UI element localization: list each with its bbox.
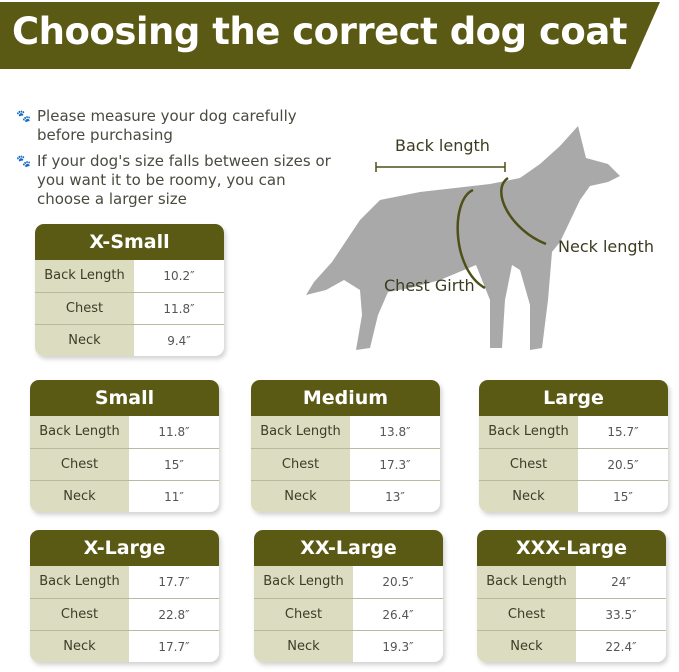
measurement-row: Chest 11.8″ [35,292,224,324]
measurement-row: Chest 26.4″ [254,598,443,630]
measurement-label: Back Length [35,260,134,292]
measurement-value: 13.8″ [379,425,411,439]
measurement-label: Neck [30,480,129,512]
size-name: XX-Large [254,530,443,566]
measurement-row: Neck 19.3″ [254,630,443,662]
measurement-row: Neck 11″ [30,480,219,512]
measurement-row: Neck 22.4″ [477,630,666,662]
measurement-label: Chest [35,292,134,324]
measurement-value: 15″ [578,480,668,512]
measurement-value: 33.5″ [576,598,666,630]
measurement-row: Back Length 11.8″ [30,416,219,448]
measurement-row: Neck 17.7″ [30,630,219,662]
measurement-row: Chest 33.5″ [477,598,666,630]
size-card-x-small: X-Small Back Length 10.2″ Chest 11.8″ Neck 9.4… [35,224,224,356]
measurement-row: Back Length 15.7″ [479,416,668,448]
measurement-row: Chest 22.8″ [30,598,219,630]
measurement-value: 20.5″ [382,575,414,589]
tip-text: Please measure your dog carefully before… [37,107,297,144]
measurement-label: Neck [35,324,134,356]
measurement-row: Back Length 20.5″ [254,566,443,598]
size-card-small: Small Back Length 11.8″ Chest 15″ Neck 11″ [30,380,219,512]
size-name: Medium [251,380,440,416]
chest-girth-arrow [456,188,486,290]
measurement-label: Back Length [251,416,350,448]
size-name: XXX-Large [477,530,666,566]
measurement-value: 15.7″ [607,425,639,439]
measurement-label: Back Length [30,566,129,598]
title-banner: Choosing the correct dog coat [0,2,660,69]
measurement-value: 24″ [611,575,631,589]
chest-girth-label: Chest Girth [384,276,475,295]
measurement-label: Back Length [477,566,576,598]
measurement-row: Back Length 13.8″ [251,416,440,448]
dog-silhouette [306,126,620,350]
measurement-row: Chest 15″ [30,448,219,480]
measurement-label: Chest [30,448,129,480]
size-card-xx-large: XX-Large Back Length 20.5″ Chest 26.4″ Neck 19… [254,530,443,662]
measurement-label: Chest [479,448,578,480]
measurement-label: Neck [477,630,576,662]
measurement-value: 19.3″ [353,630,443,662]
size-name: Small [30,380,219,416]
measurement-value: 15″ [129,448,219,480]
measurement-row: Chest 17.3″ [251,448,440,480]
size-name: Large [479,380,668,416]
measurement-label: Back Length [254,566,353,598]
size-card-xxx-large: XXX-Large Back Length 24″ Chest 33.5″ Neck 22.… [477,530,666,662]
measurement-row: Back Length 17.7″ [30,566,219,598]
measurement-label: Neck [254,630,353,662]
measurement-row: Neck 15″ [479,480,668,512]
measurement-row: Back Length 24″ [477,566,666,598]
measurement-value: 26.4″ [353,598,443,630]
size-name: X-Small [35,224,224,260]
measurement-value: 17.7″ [129,630,219,662]
tip-2: 🐾 If your dog's size falls between sizes… [16,152,336,209]
measurement-row: Neck 9.4″ [35,324,224,356]
size-card-x-large: X-Large Back Length 17.7″ Chest 22.8″ Neck 17.… [30,530,219,662]
measurement-row: Neck 13″ [251,480,440,512]
measurement-row: Chest 20.5″ [479,448,668,480]
measurement-label: Neck [479,480,578,512]
measurement-value: 22.4″ [576,630,666,662]
size-name: X-Large [30,530,219,566]
neck-length-label: Neck length [558,237,654,256]
measurement-label: Neck [251,480,350,512]
dog-silhouette-diagram [306,126,620,350]
size-card-large: Large Back Length 15.7″ Chest 20.5″ Neck 15″ [479,380,668,512]
measurement-value: 22.8″ [129,598,219,630]
tip-1: 🐾 Please measure your dog carefully befo… [16,107,336,145]
paw-print-icon: 🐾 [16,109,31,123]
measurement-value: 17.3″ [350,448,440,480]
measurement-label: Back Length [479,416,578,448]
measurement-value: 10.2″ [163,269,195,283]
page-title: Choosing the correct dog coat [12,10,627,53]
measurement-label: Chest [251,448,350,480]
neck-length-arrow [500,176,547,246]
measurement-value: 9.4″ [134,324,224,356]
measurement-value: 11″ [129,480,219,512]
measurement-label: Neck [30,630,129,662]
measurement-label: Chest [254,598,353,630]
measurement-value: 11.8″ [158,425,190,439]
measurement-label: Back Length [30,416,129,448]
measurement-value: 13″ [350,480,440,512]
measurement-value: 11.8″ [134,292,224,324]
measurement-value: 20.5″ [578,448,668,480]
measurement-label: Chest [30,598,129,630]
measurement-label: Chest [477,598,576,630]
measurement-row: Back Length 10.2″ [35,260,224,292]
size-card-medium: Medium Back Length 13.8″ Chest 17.3″ Neck 13″ [251,380,440,512]
measurement-value: 17.7″ [158,575,190,589]
paw-print-icon: 🐾 [16,154,31,168]
tip-text: If your dog's size falls between sizes o… [37,152,331,208]
back-length-label: Back length [395,136,490,155]
